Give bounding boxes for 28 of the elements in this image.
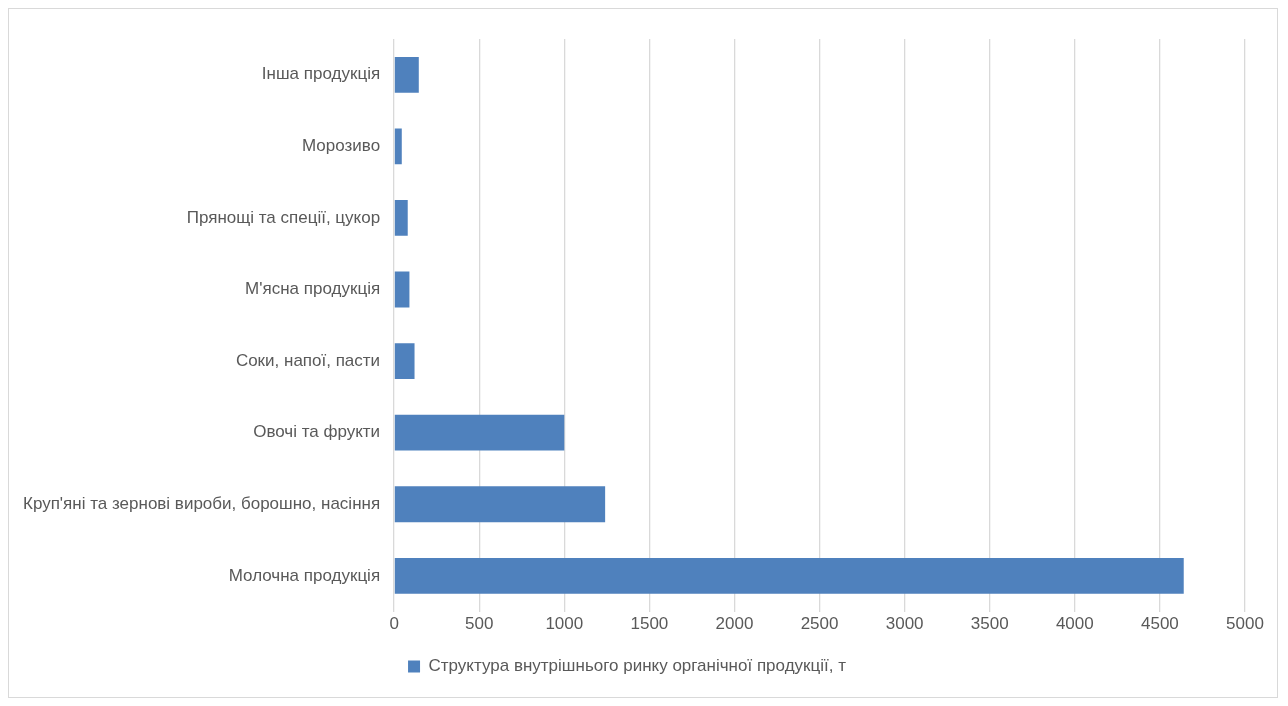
y-tick-label: Морозиво	[301, 136, 381, 156]
bar	[394, 128, 402, 165]
bar	[394, 557, 1184, 594]
x-tick-label: 0	[389, 614, 399, 634]
y-tick-label: Молочна продукція	[228, 565, 381, 585]
x-tick-label: 1500	[630, 614, 669, 634]
x-tick-label: 4500	[1141, 614, 1179, 634]
y-tick-label: Круп'яні та зернові вироби, борошно, насіння	[22, 493, 381, 513]
y-tick-label: Інша продукція	[261, 64, 381, 84]
x-tick-label: 3500	[970, 614, 1009, 634]
y-tick-label: Прянощі та спеції, цукор	[186, 207, 381, 227]
x-tick-label: 1000	[545, 614, 584, 634]
x-tick-label: 3000	[885, 614, 924, 634]
y-tick-label: М'ясна продукція	[245, 279, 381, 299]
x-tick-label: 2000	[715, 614, 754, 634]
legend-label: Структура внутрішнього ринку органічної продукції, т	[428, 656, 847, 676]
bar	[394, 343, 415, 379]
bar	[394, 56, 419, 93]
y-tick-label: Овочі та фрукти	[253, 422, 381, 442]
bar	[394, 200, 408, 236]
y-tick-label: Соки, напої, пасти	[235, 350, 381, 370]
x-tick-label: 5000	[1226, 614, 1264, 634]
bar	[394, 486, 606, 523]
x-tick-label: 2500	[800, 614, 839, 634]
x-tick-label: 500	[465, 614, 494, 634]
x-tick-label: 4000	[1055, 614, 1094, 634]
bar	[394, 271, 410, 308]
bar	[394, 414, 565, 451]
